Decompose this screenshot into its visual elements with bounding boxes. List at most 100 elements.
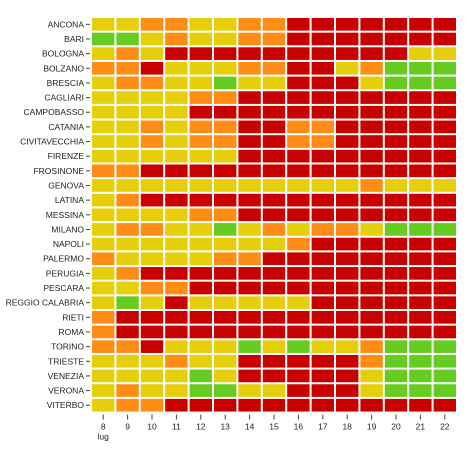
heatmap-cell: [238, 179, 261, 192]
heatmap-cell: [287, 208, 310, 222]
y-tick-label: RIETI: [62, 312, 84, 322]
y-tick-label: BOLZANO: [43, 63, 84, 73]
heatmap-cell: [214, 311, 237, 324]
heatmap-cell: [165, 369, 188, 383]
heatmap-cell: [262, 208, 286, 222]
heatmap-cell: [336, 311, 359, 324]
heatmap-cell: [116, 179, 139, 192]
heatmap-cell: [140, 296, 164, 309]
heatmap-cell: [433, 179, 456, 192]
y-tick-label: CATANIA: [48, 122, 84, 132]
heatmap-cell: [214, 193, 237, 207]
heatmap-cell: [238, 164, 261, 178]
heatmap-cell: [189, 311, 212, 324]
heatmap-cell: [311, 237, 334, 251]
heatmap-cell: [409, 164, 432, 178]
heatmap-cell: [311, 311, 334, 324]
y-tick-label: VERONA: [48, 386, 84, 396]
heatmap-cell: [116, 149, 139, 163]
heatmap-cell: [214, 237, 237, 251]
heatmap-cell: [262, 340, 286, 353]
heatmap-cell: [384, 32, 408, 46]
heatmap-cell: [336, 179, 359, 192]
heatmap-cell: [116, 237, 139, 251]
heatmap-cell: [384, 208, 408, 222]
heatmap-cell: [287, 91, 310, 104]
heatmap-cell: [165, 18, 188, 31]
heatmap-cell: [311, 208, 334, 222]
heatmap-cell: [140, 325, 164, 339]
heatmap-cell: [360, 237, 383, 251]
heatmap-cell: [433, 252, 456, 266]
y-tick-label: GENOVA: [48, 180, 84, 190]
x-axis-month-label: lug: [98, 432, 110, 442]
heatmap-cell: [384, 281, 408, 295]
x-axis: 8 9 10 11 12 13 14 15 16 17 18 19 20 21 22 lug: [98, 414, 450, 442]
heatmap-cell: [360, 135, 383, 148]
heatmap-cell: [384, 223, 408, 236]
heatmap-cell: [189, 325, 212, 339]
heatmap-cell: [165, 267, 188, 280]
heatmap-cell: [214, 267, 237, 280]
y-tick-label: REGGIO CALABRIA: [6, 298, 85, 308]
heatmap-cell: [287, 384, 310, 397]
heatmap-cell: [262, 311, 286, 324]
heatmap-cell: [287, 47, 310, 60]
heatmap-cell: [287, 105, 310, 119]
heatmap-cell: [238, 120, 261, 134]
heatmap-cell: [92, 296, 115, 309]
heatmap-cell: [262, 325, 286, 339]
heatmap-cell: [262, 76, 286, 90]
heatmap-cell: [116, 340, 139, 353]
heatmap-cell: [214, 32, 237, 46]
heatmap-cell: [116, 91, 139, 104]
heatmap-cell: [140, 208, 164, 222]
heatmap-cell: [140, 369, 164, 383]
heatmap-cell: [360, 354, 383, 368]
heatmap-cell: [433, 296, 456, 309]
heatmap-cell: [433, 311, 456, 324]
heatmap-cell: [165, 223, 188, 236]
heatmap-cell: [116, 267, 139, 280]
heatmap-cell: [409, 369, 432, 383]
heatmap-cell: [336, 164, 359, 178]
heatmap-cell: [116, 32, 139, 46]
heatmap-cell: [409, 135, 432, 148]
heatmap-cell: [433, 384, 456, 397]
heatmap-cell: [409, 208, 432, 222]
heatmap-cell: [165, 281, 188, 295]
heatmap-cell: [116, 76, 139, 90]
heatmap-cell: [116, 208, 139, 222]
heatmap-cell: [116, 47, 139, 60]
heatmap-cell: [214, 47, 237, 60]
heatmap-cell: [238, 208, 261, 222]
heatmap-cell: [214, 91, 237, 104]
heatmap-cell: [189, 208, 212, 222]
heatmap-cell: [287, 398, 310, 412]
heatmap-cell: [433, 164, 456, 178]
heatmap-cell: [140, 237, 164, 251]
heatmap-cell: [360, 179, 383, 192]
heatmap-cell: [409, 61, 432, 75]
heatmap-cell: [360, 296, 383, 309]
heatmap-cell: [311, 398, 334, 412]
heatmap-cell: [360, 61, 383, 75]
heatmap-cell: [92, 91, 115, 104]
heatmap-cell: [189, 76, 212, 90]
heatmap-cell: [165, 340, 188, 353]
heatmap-cell: [238, 354, 261, 368]
heatmap-cell: [140, 32, 164, 46]
heatmap-cell: [409, 223, 432, 236]
heatmap-cell: [384, 267, 408, 280]
heatmap-cell: [262, 252, 286, 266]
heatmap-cell: [116, 61, 139, 75]
heatmap-cell: [287, 120, 310, 134]
heatmap-cell: [433, 18, 456, 31]
heatmap-cell: [360, 252, 383, 266]
heatmap-cell: [116, 18, 139, 31]
heatmap-cell: [116, 164, 139, 178]
heatmap-cell: [287, 223, 310, 236]
heatmap-cell: [140, 193, 164, 207]
heatmap-cell: [336, 223, 359, 236]
